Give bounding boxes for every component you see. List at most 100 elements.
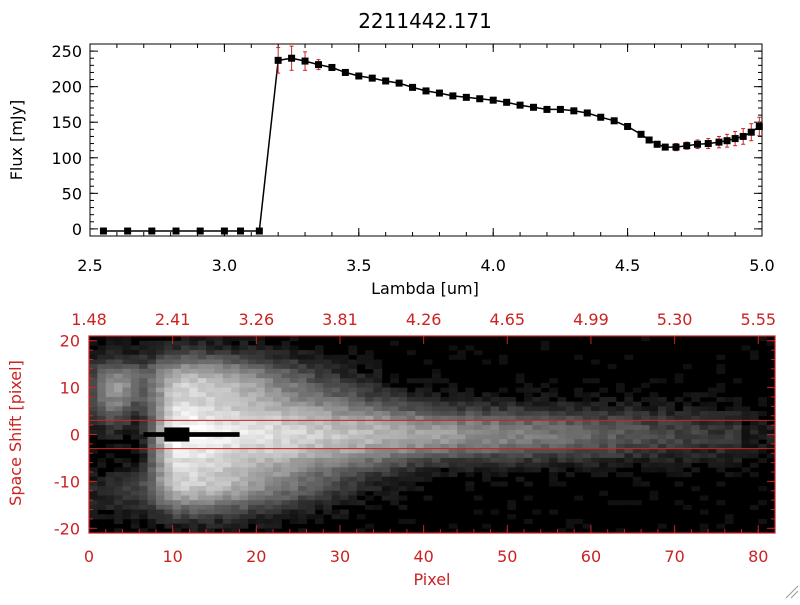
data-point: [237, 227, 245, 235]
image-pixel: [590, 467, 600, 473]
image-pixel: [339, 500, 349, 506]
image-pixel: [432, 411, 441, 417]
image-pixel: [139, 514, 148, 520]
image-pixel: [540, 439, 550, 445]
image-pixel: [666, 472, 676, 478]
image-pixel: [273, 490, 282, 496]
image-pixel: [197, 518, 207, 525]
image-pixel: [507, 396, 517, 403]
image-pixel: [473, 509, 483, 515]
image-pixel: [247, 434, 257, 440]
image-pixel: [231, 486, 240, 492]
image-pixel: [147, 509, 157, 515]
resize-grip-icon[interactable]: [785, 585, 799, 599]
image-pixel: [214, 340, 224, 346]
image-pixel: [741, 448, 751, 454]
image-pixel: [666, 443, 676, 449]
image-pixel: [247, 481, 257, 487]
image-pixel: [273, 396, 282, 403]
image-pixel: [565, 425, 575, 431]
image-pixel: [256, 476, 266, 482]
image-pixel: [147, 453, 157, 459]
image-pixel: [432, 457, 441, 464]
image-pixel: [699, 457, 709, 464]
image-pixel: [105, 495, 115, 501]
image-pixel: [348, 453, 358, 459]
image-pixel: [440, 411, 450, 417]
image-pixel: [97, 373, 107, 379]
image-pixel: [473, 420, 483, 426]
image-pixel: [155, 415, 165, 421]
y-tick-label: 50: [62, 184, 82, 203]
data-point: [148, 227, 156, 235]
image-pixel: [130, 364, 140, 370]
image-pixel: [432, 453, 441, 459]
image-pixel: [331, 481, 341, 487]
image-pixel: [298, 476, 307, 482]
image-pixel: [281, 476, 291, 482]
image-pixel: [289, 387, 299, 393]
image-pixel: [298, 448, 307, 454]
image-pixel: [348, 495, 358, 501]
image-pixel: [122, 457, 132, 464]
image-pixel: [214, 350, 224, 356]
image-pixel: [164, 443, 174, 449]
image-pixel: [306, 462, 316, 468]
image-pixel: [256, 364, 266, 370]
image-pixel: [415, 420, 425, 426]
image-pixel: [139, 504, 148, 510]
image-pixel: [206, 523, 215, 529]
data-point: [645, 136, 653, 144]
image-pixel: [231, 448, 240, 454]
image-pixel: [356, 373, 366, 379]
image-pixel: [373, 406, 383, 412]
image-pixel: [365, 359, 374, 365]
image-pixel: [641, 336, 650, 342]
x-tick-label: 0: [84, 547, 94, 566]
image-pixel: [181, 472, 190, 478]
image-pixel: [239, 509, 249, 515]
image-pixel: [222, 486, 232, 492]
image-pixel: [758, 420, 768, 426]
image-pixel: [97, 415, 107, 421]
image-pixel: [214, 382, 224, 388]
image-pixel: [365, 387, 374, 393]
image-pixel: [206, 486, 215, 492]
image-pixel: [398, 504, 408, 510]
image-pixel: [708, 443, 717, 449]
image-pixel: [139, 462, 148, 468]
image-pixel: [289, 481, 299, 487]
image-pixel: [231, 472, 240, 478]
image-pixel: [114, 514, 123, 520]
image-pixel: [197, 425, 207, 431]
image-pixel: [390, 472, 399, 478]
image-pixel: [507, 467, 517, 473]
image-pixel: [415, 443, 425, 449]
image-pixel: [105, 359, 115, 365]
image-pixel: [691, 434, 701, 440]
image-pixel: [105, 443, 115, 449]
image-pixel: [214, 476, 224, 482]
image-pixel: [323, 434, 333, 440]
image-pixel: [415, 415, 425, 421]
image-pixel: [164, 420, 174, 426]
image-pixel: [214, 439, 224, 445]
image-pixel: [147, 401, 157, 407]
image-pixel: [264, 509, 274, 515]
image-pixel: [616, 406, 625, 412]
image-pixel: [323, 509, 333, 515]
image-pixel: [105, 382, 115, 388]
image-pixel: [590, 359, 600, 365]
image-pixel: [339, 420, 349, 426]
image-pixel: [331, 364, 341, 370]
image-pixel: [699, 448, 709, 454]
image-pixel: [105, 336, 115, 342]
image-pixel: [139, 443, 148, 449]
image-pixel: [281, 401, 291, 407]
image-pixel: [97, 364, 107, 370]
image-pixel: [331, 434, 341, 440]
image-pixel: [273, 495, 282, 501]
image-pixel: [231, 453, 240, 459]
image-pixel: [331, 420, 341, 426]
image-pixel: [231, 411, 240, 417]
